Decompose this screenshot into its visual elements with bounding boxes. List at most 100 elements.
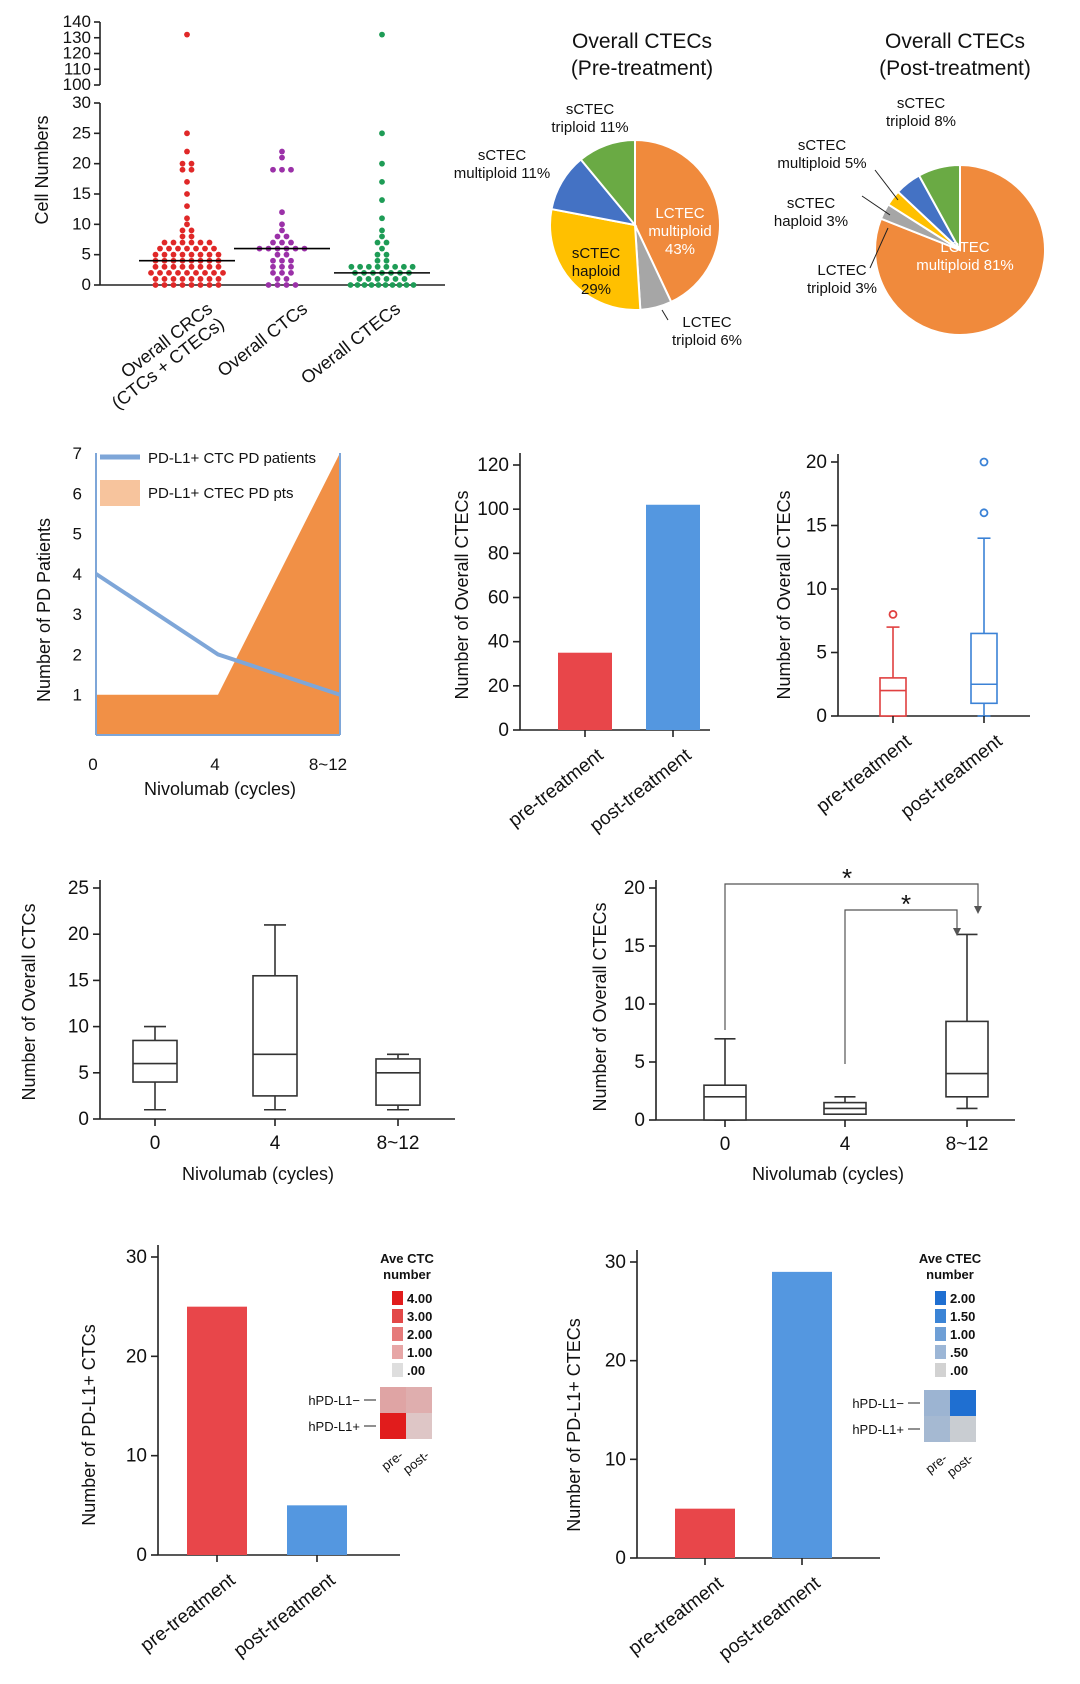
dotplot-tick-label: 15 — [72, 184, 91, 203]
bar-pdl1-ctc-x-label: post-treatment — [230, 1569, 340, 1661]
bar-pdl1-ctc-bar-post — [287, 1505, 347, 1555]
bar-ctec-y-tick-label: 80 — [488, 543, 509, 564]
dotplot-point — [157, 245, 163, 252]
dotplot-point — [188, 276, 195, 282]
box-ctec-x-tick-label: 4 — [840, 1134, 851, 1155]
dotplot-point — [206, 251, 213, 258]
area-x-tick-label: 8~12 — [309, 755, 347, 774]
dotplot-point — [292, 282, 299, 288]
dotplot-category-label: Overall CTCs — [214, 298, 311, 380]
box-ctec-x-label: Nivolumab (cycles) — [752, 1164, 904, 1184]
bar-pdl1-ctc-heat-legend-label: 1.00 — [407, 1345, 432, 1360]
dotplot-point — [152, 282, 159, 288]
dotplot-category-label: Overall CTECs — [297, 298, 404, 388]
dotplot-point — [188, 227, 195, 234]
bar-pdl1-ctec-heat-legend-swatch — [935, 1291, 946, 1305]
bar-ctec-bar-pre — [558, 652, 612, 730]
dotplot-point — [202, 245, 208, 252]
bar-pdl1-ctc-x-label-group: post-treatment — [230, 1569, 340, 1661]
box-ctc-y-tick-label: 10 — [68, 1017, 89, 1038]
dotplot-point — [152, 276, 159, 282]
dotplot-point — [215, 282, 222, 288]
dotplot-point — [374, 239, 381, 246]
bar-pdl1-ctc-heat-cell — [406, 1387, 432, 1413]
dotplot-point — [357, 263, 364, 270]
bar-pdl1-ctc-heat-col-group: post- — [400, 1447, 432, 1477]
bar-pdl1-ctc-heat-legend-swatch — [392, 1327, 403, 1341]
dotplot-point — [184, 148, 190, 155]
dotplot-point — [379, 178, 385, 185]
dotplot-point — [184, 178, 190, 185]
box-ctec-sig-label-1: * — [842, 863, 852, 893]
pie-pre-label-shap: sCTEC — [572, 245, 621, 262]
pie-post-label-ltrip: LCTEC — [817, 262, 866, 279]
dotplot-point — [379, 160, 385, 167]
pie-pre-label-smulti: sCTEC — [478, 147, 527, 164]
area-legend-ctc: PD-L1+ CTC PD patients — [148, 450, 316, 467]
dotplot-point — [379, 130, 385, 137]
bar-pdl1-ctec-y-tick-label: 10 — [605, 1449, 626, 1470]
pie-pre-label-ltrip: triploid 6% — [672, 332, 742, 349]
bar-pdl1-ctc-heat-col-label: post- — [400, 1447, 432, 1477]
dotplot-point — [161, 282, 168, 288]
area-y-tick-label: 2 — [73, 645, 82, 664]
dotplot-point — [283, 251, 290, 258]
bar-ctec-y-tick-label: 100 — [477, 499, 509, 520]
dotplot-category-text: Overall CTCs — [214, 298, 311, 380]
box-ctc-x-tick-label: 8~12 — [377, 1133, 420, 1154]
dotplot-point — [383, 239, 390, 246]
bar-pdl1-ctec-heat-row-label: hPD-L1− — [852, 1396, 904, 1411]
dotplot-point — [383, 257, 390, 264]
bar-pdl1-ctec-heat-legend-label: 1.00 — [950, 1327, 975, 1342]
dotplot-point — [382, 282, 389, 288]
bar-pdl1-ctec-heat-title-2: number — [926, 1267, 974, 1282]
bar-pdl1-ctc-heat-legend-swatch — [392, 1345, 403, 1359]
box-prepost-box — [970, 632, 998, 705]
dotplot-point — [283, 276, 290, 282]
dotplot-point — [215, 263, 222, 270]
area-series-ctc-line — [94, 572, 341, 697]
dotplot-point — [184, 269, 190, 276]
dotplot-tick-label: 30 — [72, 93, 91, 112]
bar-pdl1-ctec-heat-legend-swatch — [935, 1345, 946, 1359]
bar-pdl1-ctec-heat-row-label: hPD-L1+ — [852, 1422, 904, 1437]
dotplot-point — [179, 251, 186, 258]
box-ctec-sig-bracket-2 — [844, 909, 958, 1064]
dotplot-tick-label: 5 — [82, 245, 91, 264]
bar-pdl1-ctec-y-tick-label: 0 — [615, 1548, 626, 1569]
pie-post-label-shap: sCTEC — [787, 195, 836, 212]
bar-pdl1-ctec-heat-title-1: Ave CTEC — [919, 1251, 982, 1266]
bar-pdl1-ctec-x-label: post-treatment — [715, 1572, 825, 1664]
dotplot-point — [193, 245, 199, 252]
bar-pdl1-ctc-heat-cell — [406, 1413, 432, 1439]
dotplot-point — [179, 276, 186, 282]
dotplot-point — [170, 263, 177, 270]
bar-ctec-y-tick-label: 20 — [488, 676, 509, 697]
dotplot-point — [354, 282, 361, 288]
dotplot-point — [197, 276, 204, 282]
bar-pdl1-ctec-y-label: Number of PD-L1+ CTECs — [564, 1318, 584, 1532]
bar-pdl1-ctc-heat-cell — [380, 1387, 406, 1413]
dotplot-tick-label: 10 — [72, 214, 91, 233]
box-prepost-y-tick-label: 0 — [816, 706, 827, 727]
pie-pre-label-lmulti: 43% — [665, 241, 695, 258]
area-y-tick-label: 5 — [73, 525, 82, 544]
bar-ctec-y-tick-label: 40 — [488, 632, 509, 653]
dotplot-point — [197, 251, 204, 258]
bar-pdl1-ctc-heat-legend-swatch — [392, 1291, 403, 1305]
dotplot-point — [161, 276, 168, 282]
dotplot-point — [379, 233, 385, 240]
box-ctec-sig-arrow-1 — [974, 906, 982, 914]
dotplot-point — [184, 191, 190, 197]
dotplot-point — [410, 282, 417, 288]
box-ctc-panel: Number of Overall CTCs Nivolumab (cycles… — [19, 878, 455, 1184]
dotplot-point — [188, 239, 195, 246]
dotplot-point — [288, 257, 294, 264]
bar-pdl1-ctc-heat-col-group: pre- — [379, 1447, 406, 1473]
box-ctec-y-tick-label: 20 — [624, 878, 645, 899]
bar-pdl1-ctec-heat-legend-label: .50 — [950, 1345, 968, 1360]
pie-pre-label-lmulti: multiploid — [648, 223, 711, 240]
dotplot-point — [361, 282, 368, 288]
pie-pre-slice-sctec-triploid — [579, 138, 636, 228]
dotplot-point — [409, 263, 416, 270]
